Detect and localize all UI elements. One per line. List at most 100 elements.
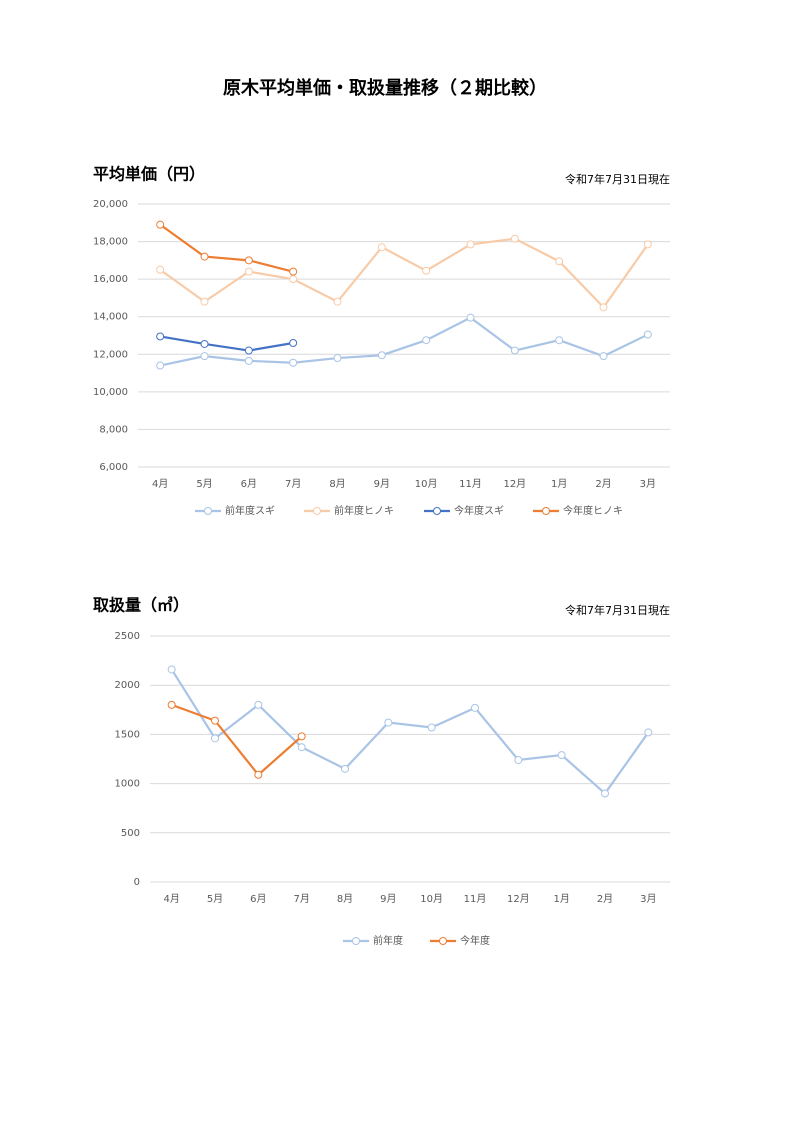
series-line xyxy=(159,316,649,367)
x-tick-label: 10月 xyxy=(420,893,443,905)
legend-marker xyxy=(313,507,321,515)
y-tick-label: 2000 xyxy=(115,680,140,691)
series-line xyxy=(159,237,649,310)
y-tick-label: 18,000 xyxy=(93,237,128,248)
point xyxy=(471,703,479,712)
x-tick-label: 9月 xyxy=(380,893,396,905)
point xyxy=(599,303,608,312)
point xyxy=(297,743,306,752)
x-tick-label: 10月 xyxy=(415,478,438,490)
point xyxy=(254,770,263,779)
legend-label: 前年度スギ xyxy=(225,504,275,517)
point xyxy=(211,716,219,725)
point xyxy=(289,267,298,276)
point xyxy=(643,330,652,339)
point xyxy=(555,336,564,345)
point xyxy=(244,356,253,365)
x-tick-label: 6月 xyxy=(241,478,257,490)
series-line xyxy=(171,703,303,777)
y-tick-label: 14,000 xyxy=(93,312,128,323)
series-line xyxy=(170,668,650,796)
point xyxy=(333,297,342,306)
point xyxy=(254,700,263,709)
x-tick-label: 8月 xyxy=(337,893,353,905)
note: 令和7年7月31日現在 xyxy=(565,603,670,617)
point xyxy=(289,339,298,348)
point xyxy=(466,313,475,322)
y-tick-label: 6,000 xyxy=(99,462,128,473)
point xyxy=(601,789,609,798)
series-line xyxy=(159,335,294,352)
legend-label: 前年度ヒノキ xyxy=(334,504,394,517)
point xyxy=(297,732,306,741)
y-tick-label: 1500 xyxy=(115,729,140,740)
x-tick-label: 11月 xyxy=(459,478,482,490)
point xyxy=(427,723,436,732)
legend-label: 前年度 xyxy=(373,934,403,947)
point xyxy=(156,332,165,341)
point xyxy=(200,297,209,306)
y-tick-label: 0 xyxy=(134,877,140,888)
point xyxy=(466,240,475,249)
point xyxy=(167,665,176,674)
point xyxy=(244,346,253,355)
legend-marker xyxy=(352,937,360,945)
y-tick-label: 500 xyxy=(121,828,140,839)
point xyxy=(167,700,176,709)
y-tick-label: 1000 xyxy=(115,779,140,790)
point xyxy=(555,257,564,266)
point xyxy=(557,751,566,760)
point xyxy=(377,351,386,360)
legend-marker xyxy=(204,507,212,515)
x-tick-label: 7月 xyxy=(293,893,309,905)
y-tick-label: 20,000 xyxy=(93,199,128,210)
x-tick-label: 8月 xyxy=(329,478,345,490)
x-tick-label: 6月 xyxy=(250,893,266,905)
point xyxy=(244,256,253,265)
x-tick-label: 1月 xyxy=(551,478,567,490)
point xyxy=(156,361,165,370)
note: 令和7年7月31日現在 xyxy=(565,172,670,186)
y-tick-label: 8,000 xyxy=(99,424,128,435)
point xyxy=(644,728,653,737)
point xyxy=(244,267,253,276)
x-tick-label: 9月 xyxy=(374,478,390,490)
legend-marker xyxy=(439,937,447,945)
y-tick-label: 12,000 xyxy=(93,349,128,360)
y-tick-label: 2500 xyxy=(115,631,140,642)
point xyxy=(510,234,519,243)
point xyxy=(643,240,652,249)
point xyxy=(599,352,608,361)
legend-label: 今年度スギ xyxy=(454,504,504,517)
x-tick-label: 11月 xyxy=(464,893,487,905)
y-tick-label: 16,000 xyxy=(93,274,128,285)
point xyxy=(289,275,298,284)
chart-title: 平均単価（円） xyxy=(93,165,205,184)
x-tick-label: 12月 xyxy=(503,478,526,490)
series-line xyxy=(159,223,294,273)
x-tick-label: 2月 xyxy=(595,478,611,490)
y-tick-label: 10,000 xyxy=(93,387,128,398)
legend-label: 今年度 xyxy=(460,934,490,947)
x-tick-label: 12月 xyxy=(507,893,530,905)
x-tick-label: 4月 xyxy=(152,478,168,490)
point xyxy=(384,718,393,727)
point xyxy=(333,354,342,363)
chart-title: 取扱量（㎥） xyxy=(93,596,189,615)
x-tick-label: 2月 xyxy=(597,893,613,905)
point xyxy=(422,336,431,345)
x-tick-label: 5月 xyxy=(196,478,212,490)
point xyxy=(341,764,349,773)
point xyxy=(200,252,209,261)
x-tick-label: 3月 xyxy=(640,893,656,905)
point xyxy=(377,243,386,252)
x-tick-label: 4月 xyxy=(163,893,179,905)
x-tick-label: 5月 xyxy=(207,893,223,905)
point xyxy=(510,346,519,355)
x-tick-label: 3月 xyxy=(640,478,656,490)
legend-label: 今年度ヒノキ xyxy=(563,504,623,517)
point xyxy=(289,358,298,367)
legend-marker xyxy=(542,507,550,515)
